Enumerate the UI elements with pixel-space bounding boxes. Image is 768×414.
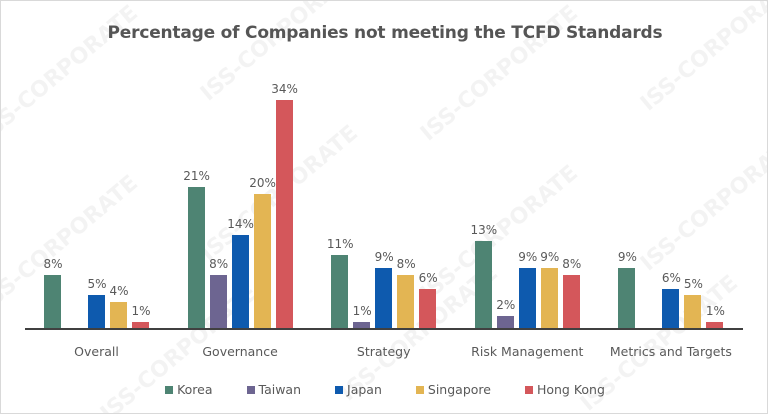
bar-japan-risk-management [518, 268, 536, 329]
bar-hong-kong-governance [275, 99, 293, 329]
plot-area: 8% 5% 4% 1% 21% 8% 14% 20% 34% 11% 1% 9% 8% 6% 13% 2% 9%… [25, 61, 743, 329]
legend-item-taiwan: Taiwan [246, 382, 302, 397]
data-label: 4% [109, 284, 129, 298]
data-label: 6% [418, 270, 438, 285]
legend-item-korea: Korea [165, 382, 213, 397]
bar-japan-strategy [375, 268, 393, 329]
data-label: 6% [661, 270, 681, 285]
bar-korea-governance [187, 187, 205, 329]
legend-item-singapore: Singapore [415, 382, 491, 397]
legend-label: Singapore [427, 382, 491, 397]
data-label: 9% [374, 250, 394, 265]
data-label: 20% [249, 176, 276, 190]
bar-hong-kong-metrics-and-targets [706, 322, 724, 329]
data-label: 34% [271, 81, 298, 96]
data-label: 5% [683, 277, 703, 292]
bar-singapore-risk-management [540, 268, 558, 329]
legend-item-hong-kong: Hong Kong [524, 382, 605, 397]
category-label: Overall [74, 344, 119, 359]
legend: Korea Taiwan Japan Singapore Hong Kong [1, 382, 767, 397]
data-label: 8% [209, 257, 229, 271]
legend-item-japan: Japan [335, 382, 382, 397]
bar-korea-strategy [331, 254, 349, 329]
legend-swatch-icon [165, 385, 174, 394]
category-label: Risk Management [471, 344, 584, 359]
legend-label: Hong Kong [536, 382, 605, 397]
data-label: 2% [496, 297, 516, 312]
bar-korea-metrics-and-targets [618, 268, 636, 329]
bar-hong-kong-risk-management [562, 275, 580, 329]
x-axis-line [25, 328, 743, 330]
bar-japan-metrics-and-targets [662, 288, 680, 329]
legend-label: Taiwan [258, 382, 302, 397]
bar-singapore-overall [110, 302, 127, 329]
bar-singapore-governance [253, 194, 271, 329]
chart-title: Percentage of Companies not meeting the … [107, 23, 663, 43]
bar-hong-kong-strategy [419, 288, 437, 329]
category-label: Governance [202, 344, 278, 359]
data-label: 8% [43, 257, 63, 271]
data-label: 5% [87, 277, 107, 292]
legend-swatch-icon [246, 385, 255, 394]
data-label: 1% [352, 304, 372, 319]
bar-korea-risk-management [474, 241, 492, 329]
bar-taiwan-governance [209, 275, 227, 329]
data-label: 21% [183, 169, 210, 184]
data-label: 9% [518, 250, 538, 265]
data-label: 13% [470, 223, 498, 238]
bar-taiwan-strategy [353, 322, 371, 329]
bar-taiwan-risk-management [496, 315, 514, 329]
data-label: 8% [562, 257, 582, 271]
bar-japan-governance [231, 234, 249, 329]
legend-swatch-icon [524, 385, 533, 394]
bar-singapore-metrics-and-targets [684, 295, 702, 329]
bar-singapore-strategy [397, 275, 415, 329]
data-label: 11% [326, 236, 354, 251]
bar-hong-kong-overall [132, 322, 149, 329]
legend-swatch-icon [415, 385, 424, 394]
data-label: 1% [705, 304, 725, 319]
legend-label: Korea [177, 382, 213, 397]
data-label: 9% [540, 250, 560, 265]
data-label: 1% [131, 304, 151, 319]
category-label: Metrics and Targets [609, 344, 732, 359]
bar-korea-overall [44, 275, 61, 329]
category-label: Strategy [356, 344, 411, 359]
data-label: 9% [617, 250, 637, 265]
bar-japan-overall [88, 295, 105, 329]
legend-label: Japan [347, 382, 382, 397]
legend-swatch-icon [335, 385, 344, 394]
data-label: 8% [396, 257, 416, 271]
data-label: 14% [227, 216, 254, 231]
